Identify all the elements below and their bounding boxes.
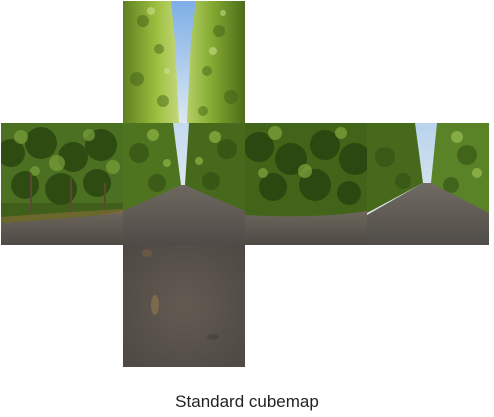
diagram-caption: Standard cubemap — [175, 392, 319, 411]
cubemap-face-right — [245, 123, 367, 245]
cubemap-face-bottom — [123, 245, 245, 367]
cubemap-face-front — [123, 123, 245, 245]
cubemap-face-left — [1, 123, 123, 245]
cubemap-face-back — [367, 123, 489, 245]
cubemap-face-top — [123, 1, 245, 123]
